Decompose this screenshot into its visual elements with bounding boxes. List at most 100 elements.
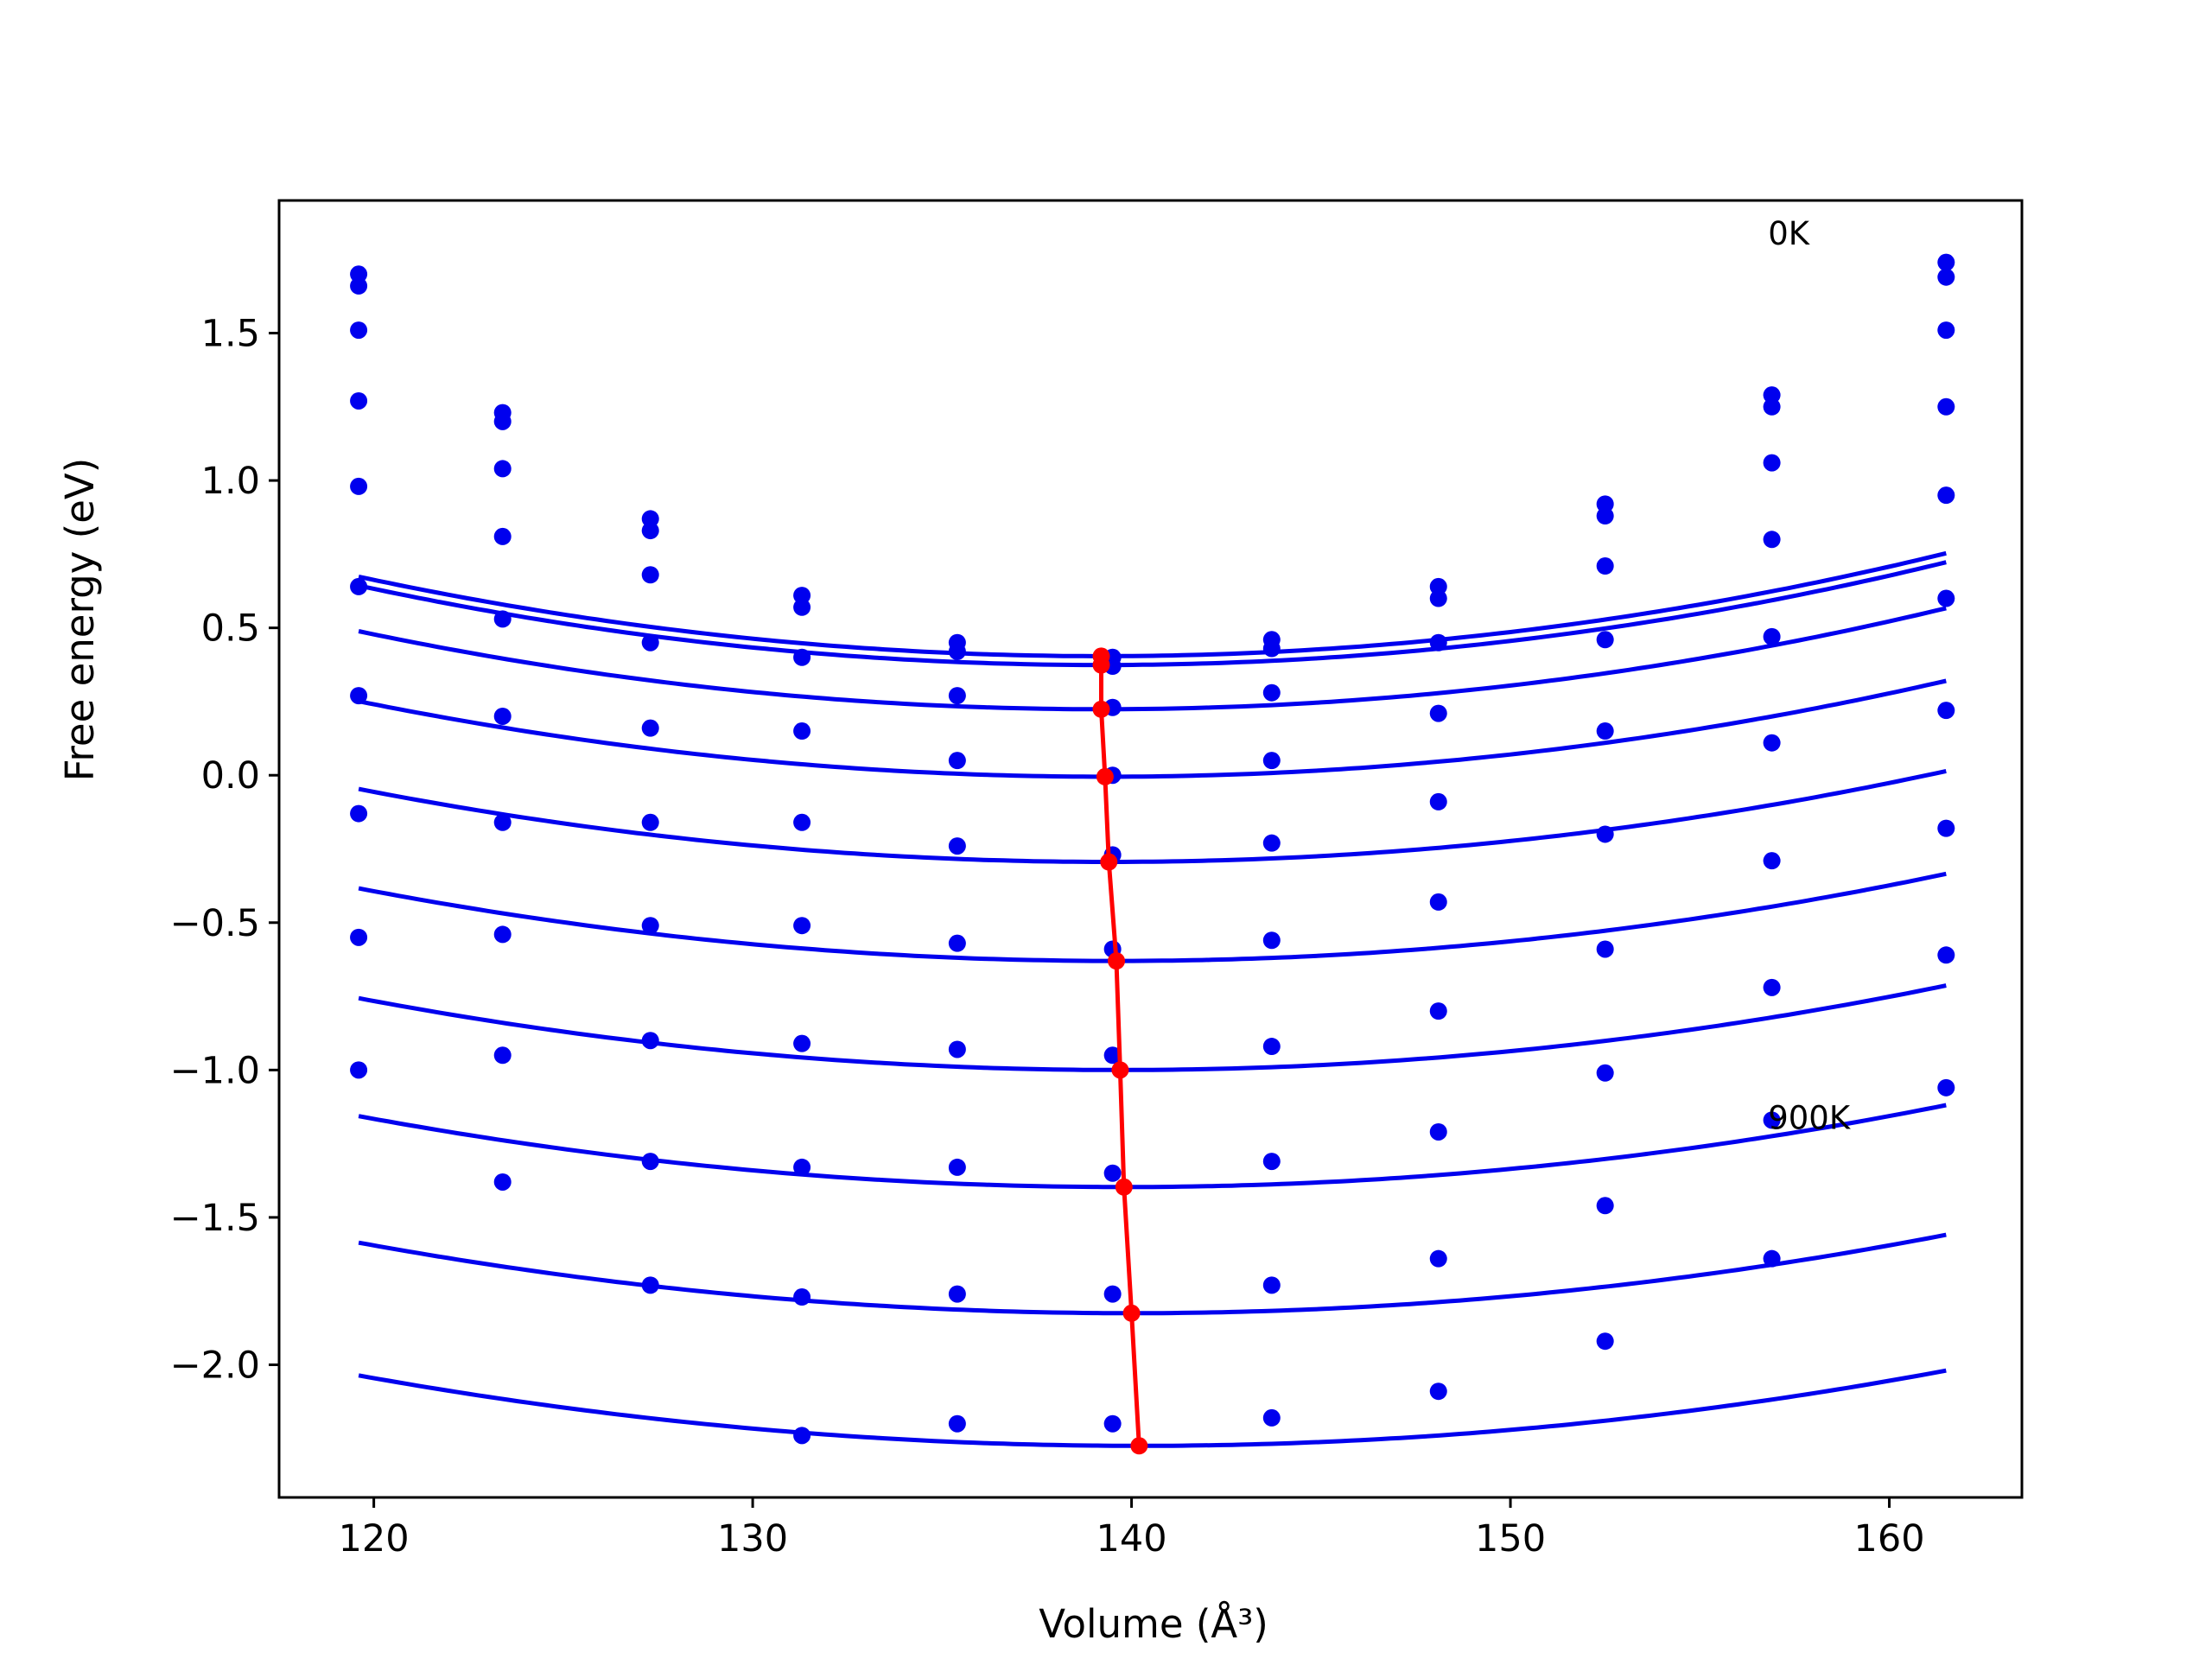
- data-point: [1763, 627, 1781, 645]
- data-point: [1763, 852, 1781, 870]
- data-point: [1262, 683, 1281, 702]
- data-point: [350, 687, 368, 705]
- fit-curves: [358, 550, 1947, 1448]
- data-point: [1103, 1164, 1122, 1182]
- minimum-point: [1108, 952, 1126, 970]
- data-point: [1262, 1153, 1281, 1171]
- fit-curve-8: [358, 1103, 1947, 1190]
- data-point: [948, 1040, 966, 1058]
- x-tick-label: 150: [1475, 1517, 1546, 1560]
- data-point: [1763, 978, 1781, 996]
- data-point: [1763, 1249, 1781, 1268]
- data-point: [641, 719, 659, 737]
- data-point: [793, 1427, 811, 1445]
- data-point: [793, 917, 811, 935]
- data-point: [948, 837, 966, 855]
- data-point: [1262, 1276, 1281, 1294]
- data-point: [641, 917, 659, 935]
- data-point: [1596, 507, 1614, 525]
- data-point: [1429, 792, 1447, 810]
- data-point: [793, 1158, 811, 1176]
- data-point: [1937, 1078, 1955, 1096]
- data-point: [350, 391, 368, 410]
- data-point: [493, 925, 512, 944]
- data-point: [493, 412, 512, 430]
- data-point: [1596, 1197, 1614, 1215]
- x-axis-label: Volume (Å³): [1039, 1601, 1268, 1647]
- annotation-label: 900K: [1768, 1100, 1852, 1137]
- fit-curve-2: [358, 560, 1947, 668]
- data-point: [1262, 834, 1281, 852]
- data-point: [493, 460, 512, 478]
- data-point: [1429, 589, 1447, 607]
- y-tick-label: 1.0: [201, 460, 260, 503]
- y-tick-label: −2.0: [170, 1344, 260, 1387]
- data-point: [493, 707, 512, 725]
- x-tick-label: 120: [339, 1517, 410, 1560]
- data-point: [1763, 1111, 1781, 1129]
- data-point: [1262, 931, 1281, 950]
- data-point: [1937, 268, 1955, 286]
- x-tick-label: 140: [1096, 1517, 1167, 1560]
- data-point: [1596, 557, 1614, 575]
- data-point: [948, 1285, 966, 1303]
- data-point: [641, 1276, 659, 1294]
- data-point: [1103, 1285, 1122, 1303]
- minimum-energy-line: [1092, 647, 1148, 1455]
- minimum-point: [1092, 700, 1110, 718]
- data-point: [793, 648, 811, 666]
- minimum-point: [1092, 656, 1110, 674]
- data-point: [1429, 704, 1447, 722]
- data-point: [1937, 946, 1955, 964]
- data-point: [1429, 893, 1447, 911]
- x-tick-label: 130: [717, 1517, 788, 1560]
- minimum-point: [1096, 767, 1114, 785]
- fit-curve-5: [358, 768, 1947, 864]
- data-point: [1262, 639, 1281, 658]
- data-point: [793, 1034, 811, 1052]
- data-point: [1429, 633, 1447, 652]
- data-point: [350, 804, 368, 823]
- data-point: [641, 813, 659, 831]
- data-point: [948, 1414, 966, 1433]
- data-point: [493, 1046, 512, 1065]
- y-tick-label: −1.0: [170, 1049, 260, 1092]
- x-axis-ticks: 120 130 140 150 160: [339, 1497, 1925, 1560]
- y-tick-label: −1.5: [170, 1197, 260, 1240]
- annotation-label: 0K: [1768, 215, 1811, 252]
- data-point: [1937, 819, 1955, 837]
- data-point: [1103, 1046, 1122, 1065]
- data-point: [1596, 1332, 1614, 1351]
- data-point: [1763, 734, 1781, 752]
- fit-curve-6: [358, 871, 1947, 963]
- data-point: [493, 813, 512, 831]
- data-point: [350, 1061, 368, 1079]
- data-point: [1262, 1408, 1281, 1427]
- data-point: [793, 813, 811, 831]
- data-point: [1596, 1064, 1614, 1082]
- plot-frame: [277, 199, 2024, 1499]
- data-point: [1429, 1382, 1447, 1401]
- data-point: [1103, 1414, 1122, 1433]
- data-points: [350, 253, 1955, 1445]
- data-point: [948, 687, 966, 705]
- minimum-line-path: [1099, 656, 1141, 1446]
- data-point: [1937, 321, 1955, 340]
- data-point: [948, 752, 966, 770]
- y-tick-label: 1.5: [201, 313, 260, 356]
- x-tick-label: 160: [1853, 1517, 1924, 1560]
- data-point: [1763, 454, 1781, 472]
- data-point: [1937, 253, 1955, 271]
- data-point: [1596, 825, 1614, 843]
- data-point: [1262, 752, 1281, 770]
- data-point: [350, 477, 368, 495]
- data-point: [641, 1032, 659, 1050]
- data-point: [1429, 1002, 1447, 1020]
- minimum-point: [1130, 1437, 1148, 1455]
- data-point: [641, 566, 659, 584]
- fit-curve-3: [358, 606, 1947, 712]
- data-point: [493, 527, 512, 545]
- data-point: [1763, 531, 1781, 549]
- data-point: [1937, 486, 1955, 505]
